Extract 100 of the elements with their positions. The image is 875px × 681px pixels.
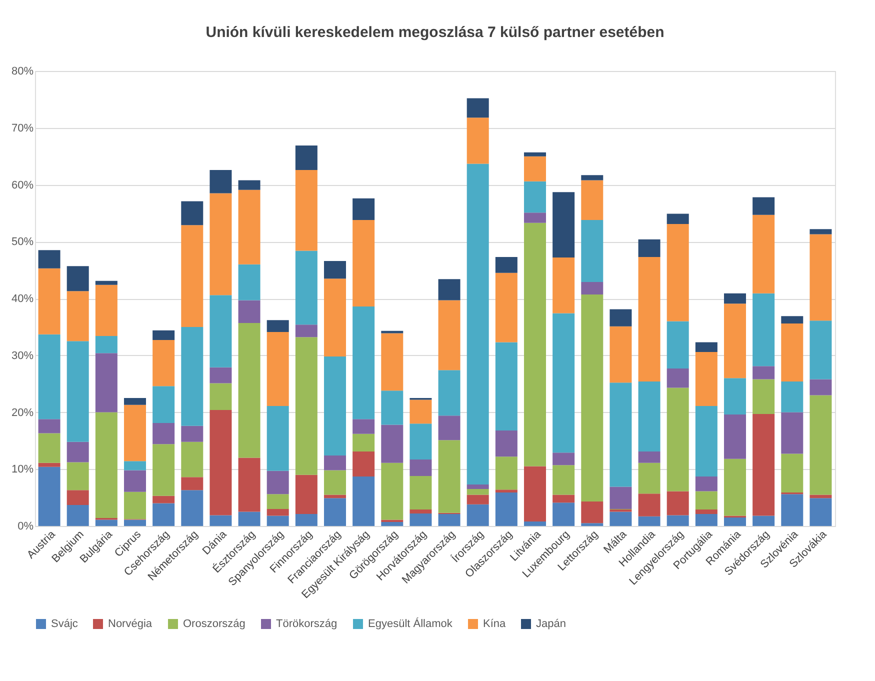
bar xyxy=(666,224,689,322)
bar xyxy=(266,470,289,494)
bar xyxy=(752,414,775,516)
bar xyxy=(38,419,60,434)
bar xyxy=(581,220,604,282)
bar xyxy=(581,180,604,220)
bar xyxy=(324,498,346,526)
bar xyxy=(752,214,775,294)
bar xyxy=(324,455,346,470)
bar xyxy=(552,465,575,495)
bar xyxy=(495,492,518,526)
bar xyxy=(638,494,660,516)
bar xyxy=(781,316,804,324)
bar xyxy=(581,175,604,180)
bar xyxy=(181,326,204,426)
bar xyxy=(781,382,804,412)
bar xyxy=(238,322,260,458)
bar xyxy=(724,517,746,526)
bar xyxy=(581,282,604,295)
bar xyxy=(152,330,175,340)
bar xyxy=(124,492,146,520)
bar xyxy=(524,521,546,526)
y-tick-label: 60% xyxy=(11,179,34,192)
bar xyxy=(638,462,660,494)
bar xyxy=(495,490,518,492)
bar xyxy=(352,220,375,306)
bar xyxy=(266,516,289,526)
bar xyxy=(181,201,204,226)
legend-label: Norvégia xyxy=(108,618,153,630)
bar xyxy=(438,514,460,526)
bar xyxy=(324,470,346,495)
bar xyxy=(466,494,489,504)
bar xyxy=(695,476,718,492)
bar xyxy=(781,324,804,382)
bar xyxy=(238,190,260,264)
bar xyxy=(124,470,146,492)
bar xyxy=(810,234,832,321)
bar xyxy=(724,458,746,516)
bar xyxy=(152,503,175,526)
bar xyxy=(410,400,432,424)
bar xyxy=(381,462,404,520)
bar xyxy=(66,266,89,292)
bar xyxy=(381,522,404,526)
bar xyxy=(581,294,604,502)
bar xyxy=(181,442,204,478)
bar xyxy=(266,406,289,471)
bar xyxy=(638,516,660,526)
bar xyxy=(724,304,746,378)
bar xyxy=(581,523,604,526)
bar xyxy=(352,451,375,477)
bar xyxy=(524,212,546,223)
legend-label: Japán xyxy=(536,618,566,630)
bar xyxy=(210,410,232,516)
bar xyxy=(295,170,318,251)
bar xyxy=(66,341,89,442)
bar xyxy=(781,412,804,454)
bar xyxy=(666,388,689,492)
bar xyxy=(610,486,632,509)
bar xyxy=(781,454,804,492)
bar xyxy=(495,342,518,430)
bar xyxy=(152,444,175,496)
bar xyxy=(324,278,346,357)
bar xyxy=(552,258,575,314)
bar xyxy=(181,225,204,327)
bar xyxy=(295,146,318,170)
bar xyxy=(266,494,289,509)
bar xyxy=(66,490,89,505)
bar xyxy=(552,452,575,466)
bar xyxy=(495,272,518,342)
bar xyxy=(638,256,660,382)
bar xyxy=(38,462,60,467)
bar xyxy=(810,320,832,380)
bar xyxy=(352,476,375,526)
bar xyxy=(810,498,832,526)
bar xyxy=(666,214,689,224)
bar xyxy=(666,321,689,368)
bar xyxy=(724,378,746,415)
bar xyxy=(495,256,518,273)
legend-label: Kína xyxy=(483,618,507,630)
bar xyxy=(466,489,489,495)
bar xyxy=(381,520,404,522)
bar xyxy=(666,491,689,516)
bar xyxy=(524,152,546,156)
bar xyxy=(752,293,775,366)
bar xyxy=(152,386,175,424)
bar xyxy=(295,337,318,475)
bar xyxy=(210,383,232,410)
bar xyxy=(752,379,775,414)
bar xyxy=(95,284,118,336)
bar xyxy=(610,309,632,326)
bar xyxy=(352,306,375,420)
bar xyxy=(152,496,175,504)
bar xyxy=(438,416,460,440)
legend-label: Svájc xyxy=(51,618,78,630)
bar xyxy=(810,395,832,495)
bar xyxy=(724,414,746,459)
bar xyxy=(210,193,232,296)
bar xyxy=(695,342,718,352)
bar xyxy=(466,118,489,164)
bar xyxy=(66,504,89,526)
